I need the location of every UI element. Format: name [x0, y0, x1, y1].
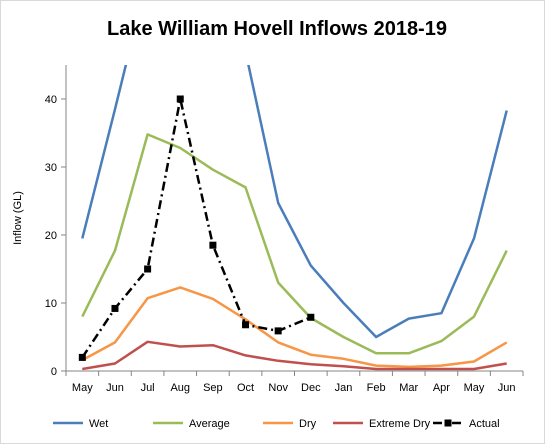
x-tick-label: Jan	[335, 382, 353, 394]
plot-area	[78, 65, 508, 371]
data-point-actual	[209, 241, 217, 249]
series-line-wet	[81, 65, 508, 339]
y-tick-label: 0	[51, 366, 57, 378]
x-tick-label: Nov	[268, 382, 288, 394]
data-point-actual	[78, 353, 86, 361]
data-point-actual	[274, 327, 282, 335]
legend-marker-actual	[444, 419, 452, 427]
y-tick-label: 10	[45, 298, 57, 310]
x-tick-label: May	[464, 382, 485, 394]
x-tick-label: May	[72, 382, 93, 394]
x-tick-label: Jun	[498, 382, 516, 394]
y-tick-label: 20	[45, 230, 57, 242]
axes: 0 10 20 30 40 May Jun Jul Aug Sep Oct Nov Dec Jan Feb M…	[45, 65, 524, 394]
legend-label-extreme-dry: Extreme Dry	[369, 418, 431, 430]
x-tick-label: Oct	[237, 382, 254, 394]
x-tick-label: Dec	[301, 382, 321, 394]
y-axis-title: Inflow (GL)	[12, 191, 24, 245]
chart-title: Lake William Hovell Inflows 2018-19	[107, 18, 447, 40]
y-tick-label: 30	[45, 162, 57, 174]
legend-label-wet: Wet	[89, 418, 108, 430]
x-tick-label: Jun	[106, 382, 124, 394]
data-point-actual	[144, 265, 152, 273]
legend-label-average: Average	[189, 418, 230, 430]
legend-label-actual: Actual	[469, 418, 500, 430]
series-line-average	[81, 133, 508, 355]
data-point-actual	[176, 95, 184, 103]
x-tick-label: Feb	[367, 382, 386, 394]
x-tick-label: Jul	[141, 382, 155, 394]
series-line-dry	[81, 286, 508, 369]
legend: Wet Average Dry Extreme Dry Actual	[53, 418, 500, 430]
series-line-actual	[81, 97, 312, 359]
data-point-actual	[111, 304, 119, 312]
x-tick-label: Sep	[203, 382, 223, 394]
legend-label-dry: Dry	[299, 418, 317, 430]
data-point-actual	[307, 313, 315, 321]
x-tick-label: Apr	[433, 382, 450, 394]
x-tick-label: Mar	[399, 382, 418, 394]
y-tick-label: 40	[45, 94, 57, 106]
x-tick-label: Aug	[170, 382, 190, 394]
data-point-actual	[242, 321, 250, 329]
series-line-extreme-dry	[82, 340, 507, 371]
